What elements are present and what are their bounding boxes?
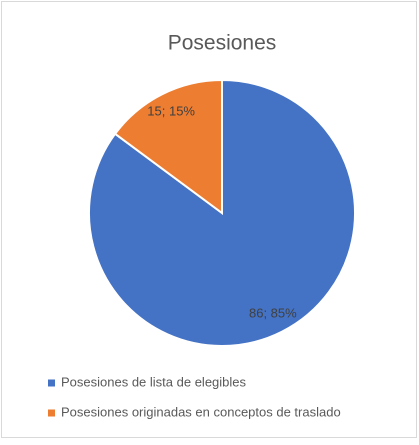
- data-label: 86; 85%: [249, 305, 297, 320]
- chart-title: Posesiones: [168, 32, 277, 55]
- data-label: 15; 15%: [147, 103, 195, 118]
- legend-swatch: [48, 409, 55, 417]
- legend-swatch: [48, 379, 55, 387]
- pie-slice: [113, 78, 223, 215]
- legend-label: Posesiones de lista de elegibles: [61, 374, 247, 389]
- legend: Posesiones de lista de elegibles Posesion…: [48, 374, 341, 419]
- pie: [88, 78, 356, 347]
- legend-label: Posesiones originadas en conceptos de tr…: [61, 404, 341, 419]
- data-labels: 86; 85% 15; 15%: [147, 103, 297, 320]
